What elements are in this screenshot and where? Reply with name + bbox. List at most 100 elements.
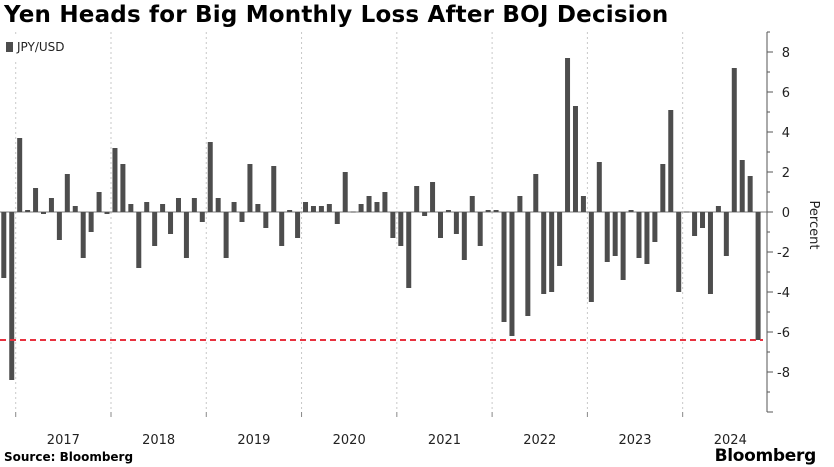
x-tick-label-2018: 2018 — [142, 433, 175, 448]
y-tick-label: 0 — [782, 206, 790, 221]
bar — [271, 166, 277, 212]
x-tick-label-2017: 2017 — [47, 433, 80, 448]
bar — [596, 162, 602, 212]
x-tick-label-2022: 2022 — [523, 433, 556, 448]
bar — [287, 210, 293, 212]
bar — [565, 58, 571, 212]
bar — [557, 212, 563, 266]
x-tick-label-2019: 2019 — [237, 433, 270, 448]
bar — [374, 202, 380, 212]
bar — [612, 212, 618, 256]
bar — [56, 212, 62, 240]
bar — [112, 148, 118, 212]
bar — [469, 196, 475, 212]
bar — [525, 212, 531, 316]
source-note: Source: Bloomberg — [4, 450, 134, 464]
bar — [517, 196, 523, 212]
bar — [700, 212, 706, 228]
bar — [398, 212, 404, 246]
bar — [366, 196, 372, 212]
bar — [326, 204, 332, 212]
bar — [80, 212, 86, 258]
grid-lines — [15, 32, 684, 412]
bar — [652, 212, 658, 242]
bar — [17, 138, 23, 212]
bar — [636, 212, 642, 258]
bar — [318, 206, 324, 212]
bar — [9, 212, 15, 380]
x-tick-label-2024: 2024 — [714, 433, 747, 448]
bar — [255, 204, 261, 212]
bar — [533, 174, 539, 212]
bar — [310, 206, 316, 212]
bar — [501, 212, 507, 322]
bar — [644, 212, 650, 264]
bar — [445, 210, 451, 212]
bar — [438, 212, 443, 238]
bars — [1, 58, 761, 380]
bar — [485, 210, 491, 212]
bar — [41, 212, 46, 214]
bar — [723, 212, 729, 256]
bar — [620, 212, 626, 280]
bar — [247, 164, 253, 212]
bar — [263, 212, 269, 228]
y-axis-label: Percent — [806, 201, 821, 250]
y-tick-label: 6 — [782, 86, 790, 101]
legend-label: JPY/USD — [16, 40, 65, 54]
bar — [422, 212, 428, 216]
bar — [453, 212, 459, 234]
bar — [350, 211, 356, 213]
bar — [160, 204, 166, 212]
bar — [295, 212, 301, 238]
bar — [128, 204, 134, 212]
bar — [33, 188, 39, 212]
bar — [191, 198, 197, 212]
y-tick-label: -8 — [777, 366, 790, 381]
x-tick-label-2020: 2020 — [333, 433, 366, 448]
bar — [231, 202, 237, 212]
bar — [477, 212, 483, 246]
bar — [572, 106, 578, 212]
bar — [88, 212, 94, 232]
bar — [731, 68, 737, 212]
bar — [414, 186, 420, 212]
bar — [239, 212, 245, 222]
bar — [684, 211, 690, 213]
bar — [168, 212, 174, 234]
bar — [747, 176, 753, 212]
bar — [580, 196, 586, 212]
bar — [493, 210, 499, 212]
bar — [668, 110, 674, 212]
bar — [755, 212, 761, 340]
bar — [509, 212, 515, 336]
legend: JPY/USD — [0, 34, 72, 61]
bar — [676, 212, 682, 292]
bar — [358, 204, 364, 212]
y-axis: 8 6 4 2 0 -2 -4 -6 -8 — [766, 31, 790, 413]
bar — [303, 202, 309, 212]
bar — [390, 212, 396, 238]
bar — [207, 142, 213, 212]
y-tick-label: 4 — [782, 126, 790, 141]
bar — [64, 174, 70, 212]
bloomberg-logo: Bloomberg — [714, 446, 817, 466]
bar — [692, 212, 698, 236]
bar — [382, 192, 388, 212]
bar — [48, 198, 54, 212]
bar — [175, 198, 181, 212]
bar — [152, 212, 158, 246]
x-tick-label-2021: 2021 — [428, 433, 461, 448]
y-tick-label: 2 — [782, 166, 790, 181]
bar — [715, 206, 721, 212]
legend-swatch — [6, 42, 13, 52]
bar — [144, 202, 150, 212]
bar — [96, 192, 102, 212]
bar — [604, 212, 610, 262]
bar — [215, 198, 221, 212]
bar — [430, 182, 436, 212]
bar — [549, 212, 555, 292]
bar — [588, 212, 594, 302]
bar — [461, 212, 467, 260]
